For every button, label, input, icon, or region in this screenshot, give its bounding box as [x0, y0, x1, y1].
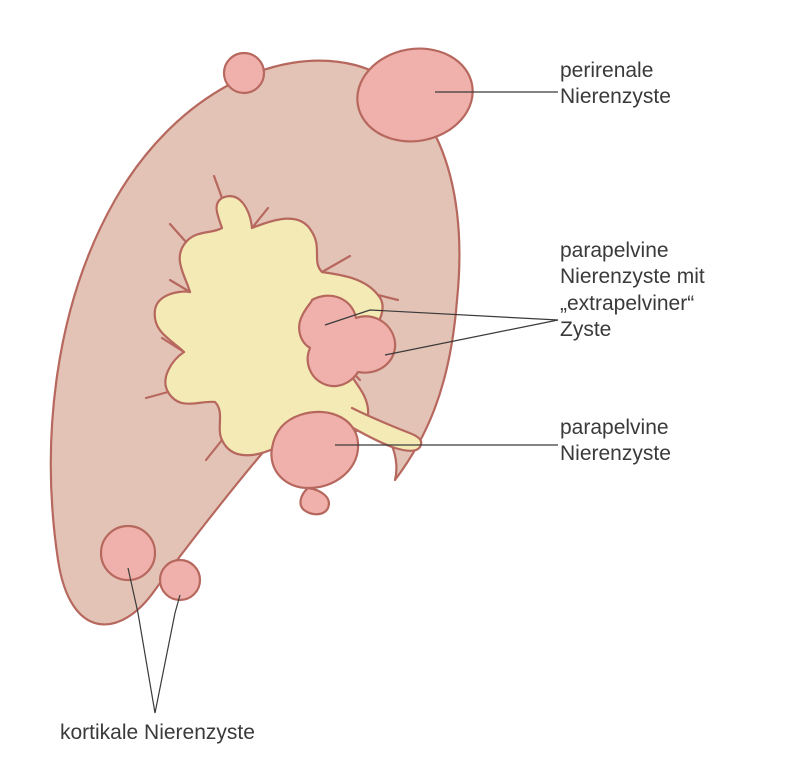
kidney-cyst-diagram: [0, 0, 790, 768]
small-superior-cyst: [224, 53, 264, 93]
cortical-cyst-b: [160, 560, 200, 600]
cortical-cyst-a: [101, 526, 155, 580]
label-perirenal: perirenale Nierenzyste: [560, 58, 671, 111]
label-parapelv: parapelvine Nierenzyste: [560, 415, 671, 468]
label-parapelv-ex: parapelvine Nierenzyste mit „extrapelvin…: [560, 238, 705, 343]
diagram-stage: perirenale Nierenzyste parapelvine Niere…: [0, 0, 790, 768]
label-cortical: kortikale Nierenzyste: [60, 720, 255, 746]
leader-cortical_b: [155, 595, 180, 713]
parapelvine-cyst: [271, 412, 358, 514]
